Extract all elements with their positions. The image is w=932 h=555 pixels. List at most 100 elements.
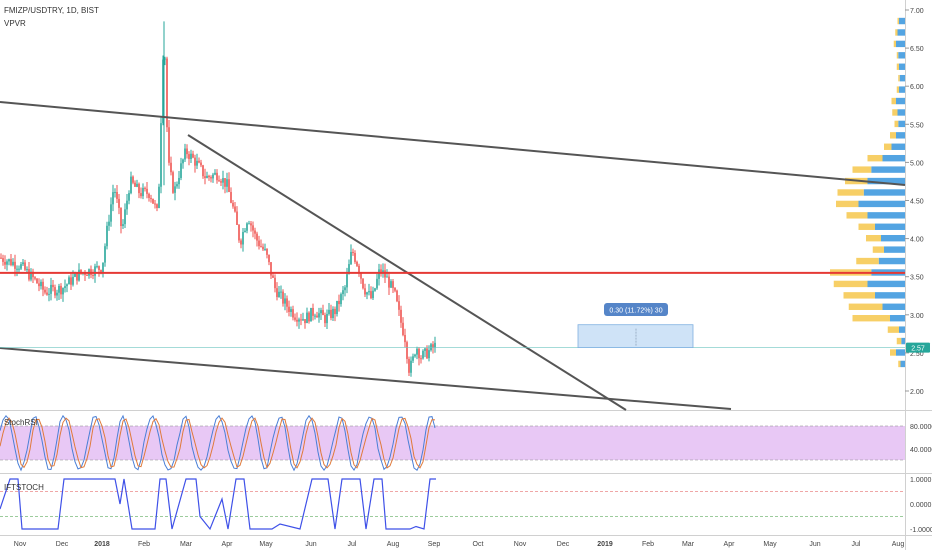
candle-body: [114, 192, 116, 194]
vp-bar-down: [896, 337, 902, 345]
candle-body: [270, 262, 272, 276]
vp-bar-up: [891, 143, 905, 150]
time-tick-label: Oct: [473, 541, 484, 548]
stochrsi-d-line: [0, 417, 436, 469]
candle-body: [48, 293, 50, 295]
candle-body: [434, 342, 436, 348]
candle-body: [318, 313, 320, 318]
drawings: 0.30 (11.72%) 30: [0, 101, 906, 411]
candle-body: [344, 287, 346, 291]
price-tick-label: 7.00: [910, 8, 924, 15]
candle-body: [152, 198, 154, 204]
candle-body: [184, 148, 186, 160]
candle-body: [354, 252, 356, 262]
candle-body: [242, 232, 244, 245]
candle-body: [2, 258, 4, 262]
candle-body: [248, 223, 250, 225]
candle-body: [180, 163, 182, 178]
time-tick-label: Jul: [852, 541, 861, 548]
candle-body: [320, 310, 322, 314]
candle-body: [196, 160, 198, 166]
vp-bar-up: [897, 109, 905, 116]
time-tick-label: Apr: [724, 541, 736, 548]
vp-bar-up: [863, 189, 905, 196]
last-price-label: 2.57: [911, 346, 925, 353]
candle-body: [364, 288, 366, 295]
vp-bar-down: [843, 292, 875, 299]
candle-body: [30, 271, 32, 280]
candle-body: [220, 181, 222, 183]
time-tick-label: Nov: [514, 541, 527, 548]
time-tick-label: Jun: [809, 541, 820, 548]
ift-tick-label: -1.0000: [910, 527, 932, 534]
candle-body: [228, 179, 230, 193]
candle-body: [394, 287, 396, 291]
candle-body: [124, 209, 126, 225]
price-tick-label: 6.50: [910, 46, 924, 53]
ift-line: [0, 478, 436, 531]
price-tick-label: 4.00: [910, 237, 924, 244]
vp-bar-down: [872, 246, 884, 253]
candle-body: [296, 319, 298, 322]
indicator-label: VPVR: [4, 19, 26, 28]
candle-body: [80, 269, 82, 273]
candle-body: [254, 230, 256, 234]
candle-body: [414, 354, 416, 357]
candle-body: [134, 182, 136, 187]
vp-bar-down: [896, 52, 899, 59]
candle-body: [212, 174, 214, 179]
vp-bar-up: [898, 52, 905, 59]
candle-body: [352, 251, 354, 253]
candle-body: [58, 285, 60, 293]
candle-body: [382, 270, 384, 273]
ift-tick-label: 0.0000: [910, 502, 932, 509]
candle-body: [358, 265, 360, 274]
candle-body: [74, 273, 76, 277]
vp-bar-up: [867, 177, 905, 185]
candle-body: [246, 223, 248, 231]
time-tick-label: Mar: [180, 541, 193, 548]
candle-body: [372, 290, 374, 299]
candle-body: [106, 225, 108, 247]
candle-body: [252, 225, 254, 231]
measure-label: 0.30 (11.72%) 30: [609, 308, 662, 315]
candle-body: [224, 178, 226, 187]
candle-body: [222, 178, 224, 183]
candle-body: [188, 154, 190, 159]
stochrsi-tick-label: 80.0000: [910, 424, 932, 431]
candle-body: [274, 277, 276, 289]
candle-body: [18, 268, 20, 270]
price-tick-label: 2.00: [910, 389, 924, 396]
time-tick-label: 2019: [597, 541, 613, 548]
candle-body: [264, 248, 266, 250]
candle-body: [286, 298, 288, 307]
candle-body: [78, 269, 80, 281]
candle-body: [186, 148, 188, 155]
candle-body: [76, 273, 78, 281]
candle-body: [300, 319, 302, 321]
candle-body: [334, 308, 336, 315]
vp-bar-up: [899, 63, 905, 70]
candle-body: [146, 188, 148, 194]
vp-bar-down: [852, 166, 872, 173]
vp-bar-up: [898, 120, 905, 128]
candle-body: [346, 274, 348, 288]
candle-body: [136, 183, 138, 187]
candle-body: [128, 193, 130, 201]
vp-bar-up: [899, 74, 905, 82]
candle-body: [306, 312, 308, 324]
candle-body: [46, 292, 48, 295]
candle-body: [292, 309, 294, 318]
candle-body: [272, 275, 274, 278]
time-tick-label: May: [763, 541, 777, 548]
vp-bar-down: [848, 303, 883, 310]
trendline-upper: [0, 101, 906, 186]
stochrsi-tick-label: 40.0000: [910, 447, 932, 454]
candle-body: [104, 246, 106, 263]
candle-body: [210, 177, 212, 179]
candle-body: [276, 288, 278, 298]
vp-bar-down: [890, 349, 896, 356]
vp-bar-up: [867, 212, 905, 219]
